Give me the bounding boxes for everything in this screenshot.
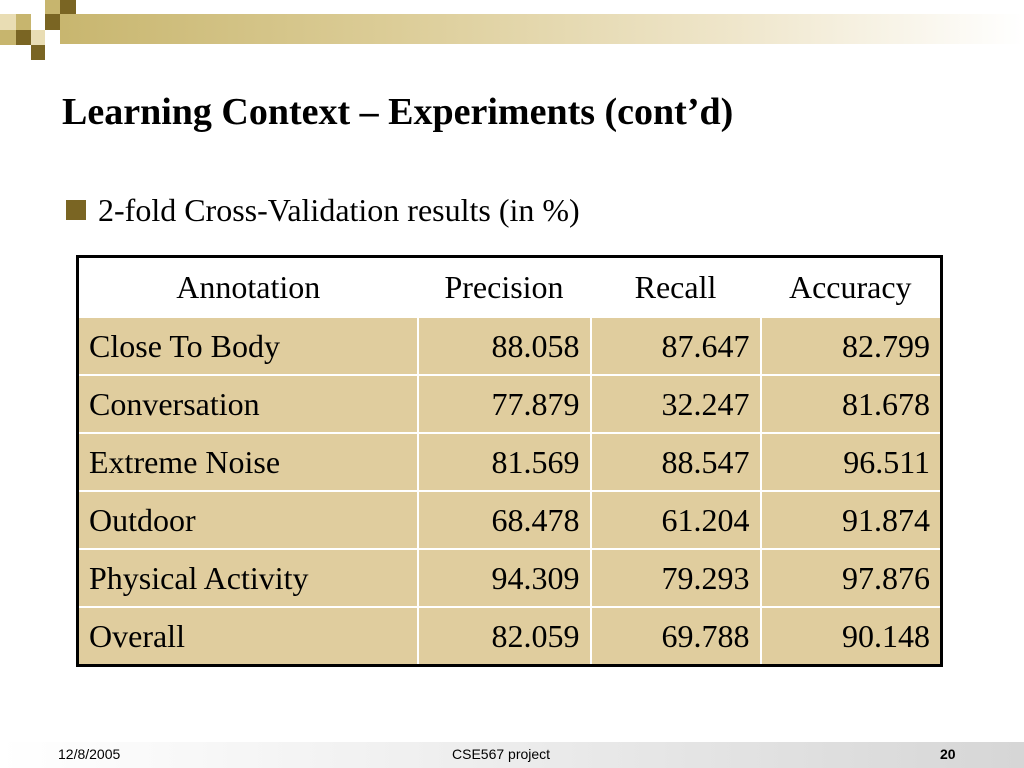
decor-square <box>31 45 45 60</box>
page-number: 20 <box>940 746 956 762</box>
slide-title: Learning Context – Experiments (cont’d) <box>62 91 734 133</box>
annotation-cell: Overall <box>77 606 418 666</box>
footer-date: 12/8/2005 <box>58 746 121 762</box>
title-band <box>60 14 1024 44</box>
recall-cell: 61.204 <box>589 490 761 549</box>
accuracy-cell: 81.678 <box>759 374 942 433</box>
precision-cell: 82.059 <box>416 606 591 666</box>
recall-cell: 79.293 <box>589 548 761 607</box>
annotation-cell: Close To Body <box>77 316 418 375</box>
decor-square <box>0 30 16 45</box>
decor-square <box>16 14 31 30</box>
accuracy-cell: 82.799 <box>759 316 942 375</box>
results-table: Annotation Precision Recall Accuracy Clo… <box>76 255 943 667</box>
precision-cell: 88.058 <box>416 316 591 375</box>
table-row: Physical Activity 94.309 79.293 97.876 <box>77 548 942 607</box>
table-row: Close To Body 88.058 87.647 82.799 <box>77 316 942 375</box>
annotation-cell: Physical Activity <box>77 548 418 607</box>
footer-title: CSE567 project <box>452 746 551 762</box>
precision-cell: 94.309 <box>416 548 591 607</box>
accuracy-cell: 97.876 <box>759 548 942 607</box>
decor-square <box>31 30 45 45</box>
precision-cell: 81.569 <box>416 432 591 491</box>
recall-cell: 69.788 <box>589 606 761 666</box>
decor-square <box>45 14 60 30</box>
decor-square <box>0 14 16 30</box>
annotation-cell: Conversation <box>77 374 418 433</box>
recall-cell: 32.247 <box>589 374 761 433</box>
footer-band <box>0 742 1024 768</box>
column-header-recall: Recall <box>590 256 761 317</box>
table-row: Outdoor 68.478 61.204 91.874 <box>77 490 942 549</box>
recall-cell: 88.547 <box>589 432 761 491</box>
bullet-text: 2-fold Cross-Validation results (in %) <box>98 191 580 228</box>
square-bullet-icon <box>66 200 86 220</box>
column-header-accuracy: Accuracy <box>760 256 942 317</box>
accuracy-cell: 91.874 <box>759 490 942 549</box>
precision-cell: 68.478 <box>416 490 591 549</box>
accuracy-cell: 96.511 <box>759 432 942 491</box>
table-row: Overall 82.059 69.788 90.148 <box>77 606 942 666</box>
decor-square <box>45 0 60 14</box>
table-row: Conversation 77.879 32.247 81.678 <box>77 374 942 433</box>
accuracy-cell: 90.148 <box>759 606 942 666</box>
precision-cell: 77.879 <box>416 374 591 433</box>
table-row: Extreme Noise 81.569 88.547 96.511 <box>77 432 942 491</box>
annotation-cell: Outdoor <box>77 490 418 549</box>
annotation-cell: Extreme Noise <box>77 432 418 491</box>
column-header-precision: Precision <box>417 256 591 317</box>
decor-square <box>60 0 76 14</box>
column-header-annotation: Annotation <box>77 256 418 317</box>
decor-square <box>16 30 31 45</box>
bullet-item: 2-fold Cross-Validation results (in %) <box>66 190 580 230</box>
recall-cell: 87.647 <box>589 316 761 375</box>
table-header-row: Annotation Precision Recall Accuracy <box>77 256 942 317</box>
